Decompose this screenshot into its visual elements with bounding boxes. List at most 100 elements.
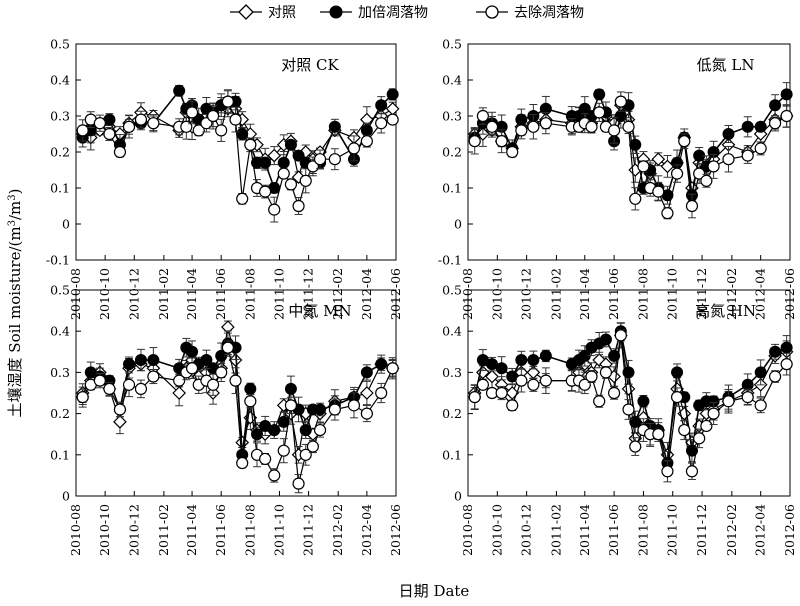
x-tick-label: 2010-12 [126,504,141,556]
y-tick-label: -0.1 [438,253,462,268]
x-tick-label: 2011-02 [548,504,563,556]
legend-label-double-litter: 加倍凋落物 [358,5,428,21]
data-point-double-litter [629,138,642,151]
data-point-double-litter [599,333,612,346]
data-point-double-litter [284,382,297,395]
data-point-litter-removal [670,167,684,180]
x-tick-label: 2010-08 [68,504,83,556]
data-point-double-litter [539,349,552,362]
data-point-double-litter [277,156,290,169]
x-tick-label: 2011-08 [635,504,650,556]
data-point-litter-removal [622,403,635,416]
data-point-litter-removal [386,113,399,126]
y-tick-label: 0.1 [442,181,462,196]
y-tick-label: 0.3 [442,109,462,124]
data-point-double-litter [147,354,160,367]
data-point-control [385,101,400,116]
data-point-double-litter [671,366,684,379]
data-point-litter-removal [180,120,193,133]
y-tick-label: 0.1 [50,447,70,462]
data-point-litter-removal [313,153,327,166]
legend-open-circle-marker [485,5,499,19]
x-tick-label: 2011-06 [606,268,621,320]
data-point-double-litter [527,354,540,367]
data-point-double-litter [754,366,767,379]
data-point-litter-removal [215,366,228,379]
data-point-double-litter [515,113,528,126]
data-point-litter-removal [113,403,127,416]
data-point-litter-removal [629,440,642,453]
data-point-litter-removal [685,465,699,478]
y-tick-label: 0.2 [50,406,70,421]
data-point-litter-removal [707,407,720,420]
data-point-litter-removal [468,391,481,404]
data-point-litter-removal [506,399,519,412]
x-tick-label: 2011-02 [156,504,171,556]
data-point-litter-removal [221,341,234,354]
series-2 [76,340,399,494]
x-tick-label: 2012-02 [330,268,345,320]
data-point-litter-removal [629,192,642,205]
data-point-litter-removal [386,362,399,375]
data-point-litter-removal [215,124,228,137]
data-point-double-litter [277,415,290,428]
x-tick-label: 2010-10 [489,268,504,320]
data-point-double-litter [200,354,213,367]
y-tick-label: 0.5 [442,283,462,298]
y-tick-label: 0.3 [50,365,70,380]
data-point-double-litter [251,428,264,441]
data-point-double-litter [495,362,508,375]
data-point-litter-removal [608,124,621,137]
data-point-litter-removal [515,374,528,387]
x-tick-label: 2011-06 [606,504,621,556]
data-point-litter-removal [476,378,489,391]
data-point-litter-removal [661,207,674,220]
panel-mn: 0 0.1 0.2 0.3 0.4 0.5 2010-08 2010-10 2010-12 201… [50,283,403,556]
data-point-litter-removal [103,127,116,141]
x-tick-label: 2010-12 [126,268,141,320]
data-point-double-litter [741,120,754,133]
y-tick-label: 0.1 [50,181,70,196]
data-point-litter-removal [693,167,706,180]
y-tick-label: 0.4 [442,73,462,88]
x-tick-label: 2010-12 [519,504,534,556]
data-point-litter-removal [637,160,650,173]
data-point-litter-removal [192,124,205,137]
data-point-litter-removal [527,120,540,133]
y-tick-label: 0.5 [50,283,70,298]
data-point-litter-removal [539,117,552,130]
panel-title: 低氮 LN [697,56,755,74]
x-tick-label: 2011-12 [694,268,709,320]
y-tick-label: 0.2 [442,145,462,160]
data-point-litter-removal [292,199,305,213]
x-tick-label: 2011-10 [665,268,680,320]
data-point-double-litter [622,366,635,379]
data-point-control [172,386,187,400]
data-point-double-litter [593,88,606,101]
data-point-litter-removal [722,395,735,408]
x-tick-label: 2011-04 [184,268,199,320]
y-tick-label: 0 [62,217,70,232]
data-point-litter-removal [722,153,735,166]
data-point-litter-removal [754,399,767,412]
data-point-double-litter [314,403,327,416]
x-tick-label: 2010-10 [489,504,504,556]
data-point-litter-removal [103,382,116,395]
x-tick-label: 2010-12 [519,268,534,320]
data-point-litter-removal [134,382,148,395]
data-point-litter-removal [375,386,388,400]
panel-title: 对照 CK [281,56,339,74]
y-axis-title: 土壤湿度 Soil moisture/(m3/m3) [6,189,24,418]
x-tick-label: 2011-12 [301,268,316,320]
data-point-litter-removal [754,142,767,155]
data-point-litter-removal [236,192,249,205]
data-point-litter-removal [608,386,621,400]
data-point-litter-removal [122,378,136,391]
x-tick-label: 2011-06 [213,504,228,556]
series-2 [76,90,399,223]
x-tick-label: 2012-02 [724,504,739,556]
legend-filled-circle-marker [329,5,343,19]
data-point-litter-removal [284,178,298,191]
panel-hn: 0 0.1 0.2 0.3 0.4 0.5 2010-08 2010-10 2010-12 201… [442,283,797,556]
